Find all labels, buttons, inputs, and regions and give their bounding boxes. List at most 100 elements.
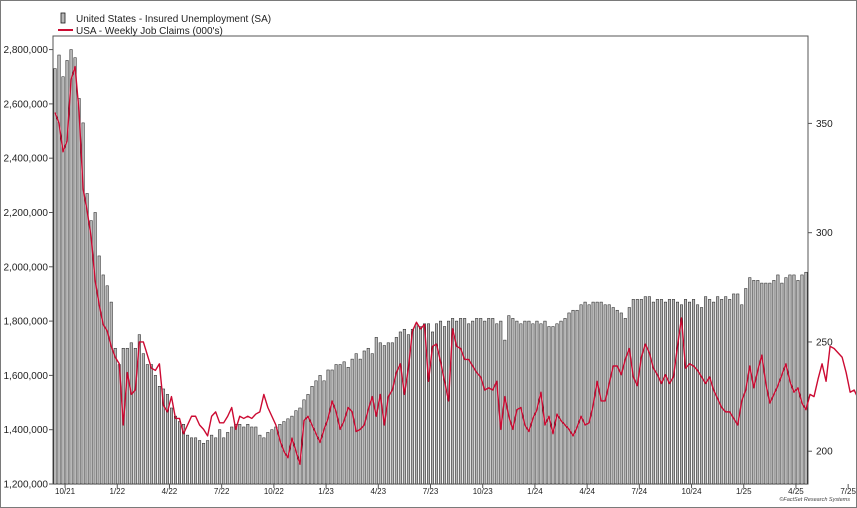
bar xyxy=(688,301,692,485)
bar xyxy=(346,366,350,485)
bar xyxy=(579,304,583,485)
bar xyxy=(471,320,475,485)
bar xyxy=(354,353,358,485)
bar xyxy=(692,299,696,485)
bar xyxy=(483,320,487,485)
bar xyxy=(559,320,563,485)
x-tick-label: 1/25 xyxy=(736,487,752,496)
bar xyxy=(611,307,615,485)
bar xyxy=(515,320,519,485)
y-right-tick-label: 300 xyxy=(816,228,833,239)
x-tick-label: 1/22 xyxy=(109,487,125,496)
bar xyxy=(684,299,688,485)
bar xyxy=(169,407,173,485)
x-tick-label: 1/23 xyxy=(318,487,334,496)
y-left-tick-label: 1,800,000 xyxy=(4,317,49,328)
bar xyxy=(724,296,728,485)
bar xyxy=(431,331,435,485)
bar xyxy=(246,424,250,485)
bar xyxy=(77,98,81,485)
bar xyxy=(748,277,752,485)
bar xyxy=(230,426,234,485)
bar xyxy=(667,299,671,485)
x-tick-label: 7/22 xyxy=(214,487,230,496)
bar xyxy=(595,301,599,485)
bar xyxy=(274,426,278,485)
bar xyxy=(334,364,338,485)
bar xyxy=(756,280,760,485)
bar xyxy=(218,429,222,485)
bar xyxy=(647,296,651,485)
bar xyxy=(443,326,447,485)
bar xyxy=(776,274,780,485)
bar xyxy=(81,122,85,485)
bar xyxy=(330,369,334,485)
bar xyxy=(242,426,246,485)
bar xyxy=(262,437,266,485)
legend-bar-swatch xyxy=(60,12,66,24)
bar xyxy=(800,274,804,485)
bar xyxy=(772,280,776,485)
bar xyxy=(671,299,675,485)
bar xyxy=(318,375,322,485)
bar xyxy=(206,440,210,485)
bar xyxy=(740,304,744,485)
bar xyxy=(527,320,531,485)
bar xyxy=(519,323,523,485)
bar xyxy=(129,342,133,485)
x-tick-label: 4/24 xyxy=(579,487,595,496)
bar xyxy=(479,318,483,485)
bar xyxy=(426,323,430,485)
bar xyxy=(394,337,398,485)
bar xyxy=(165,394,169,485)
bar xyxy=(732,293,736,485)
bar xyxy=(398,331,402,485)
bar xyxy=(599,301,603,485)
bar xyxy=(61,76,65,485)
bar xyxy=(459,318,463,485)
bar xyxy=(350,358,354,485)
x-tick-label: 4/23 xyxy=(371,487,387,496)
bar xyxy=(222,437,226,485)
bar xyxy=(623,318,627,485)
bar xyxy=(133,347,137,485)
x-tick-label: 1/24 xyxy=(527,487,543,496)
bar xyxy=(555,323,559,485)
bar xyxy=(97,255,101,485)
bar xyxy=(760,282,764,485)
x-tick-label: 10/22 xyxy=(264,487,285,496)
bar xyxy=(455,320,459,485)
bar xyxy=(370,353,374,485)
bar xyxy=(153,375,157,485)
bar xyxy=(161,388,165,485)
bar xyxy=(358,358,362,485)
bar xyxy=(716,296,720,485)
y-left-tick-label: 2,600,000 xyxy=(4,99,49,110)
bar xyxy=(198,440,202,485)
bar xyxy=(101,274,105,485)
bar xyxy=(390,342,394,485)
bar xyxy=(202,443,206,485)
bar xyxy=(796,280,800,485)
bar xyxy=(551,326,555,485)
bar xyxy=(535,320,539,485)
y-right-tick-label: 350 xyxy=(816,119,833,130)
bar xyxy=(137,334,141,485)
y-left-tick-label: 1,400,000 xyxy=(4,425,49,436)
bar xyxy=(467,323,471,485)
y-left-tick-label: 2,200,000 xyxy=(4,208,49,219)
bar xyxy=(463,318,467,485)
bar xyxy=(69,49,73,485)
bar xyxy=(113,347,117,485)
bar xyxy=(85,193,89,485)
bar xyxy=(643,296,647,485)
bar xyxy=(410,328,414,485)
bar xyxy=(487,318,491,485)
bar xyxy=(93,212,97,485)
bar xyxy=(792,274,796,485)
bar xyxy=(543,320,547,485)
bar xyxy=(696,304,700,485)
bar xyxy=(728,299,732,485)
